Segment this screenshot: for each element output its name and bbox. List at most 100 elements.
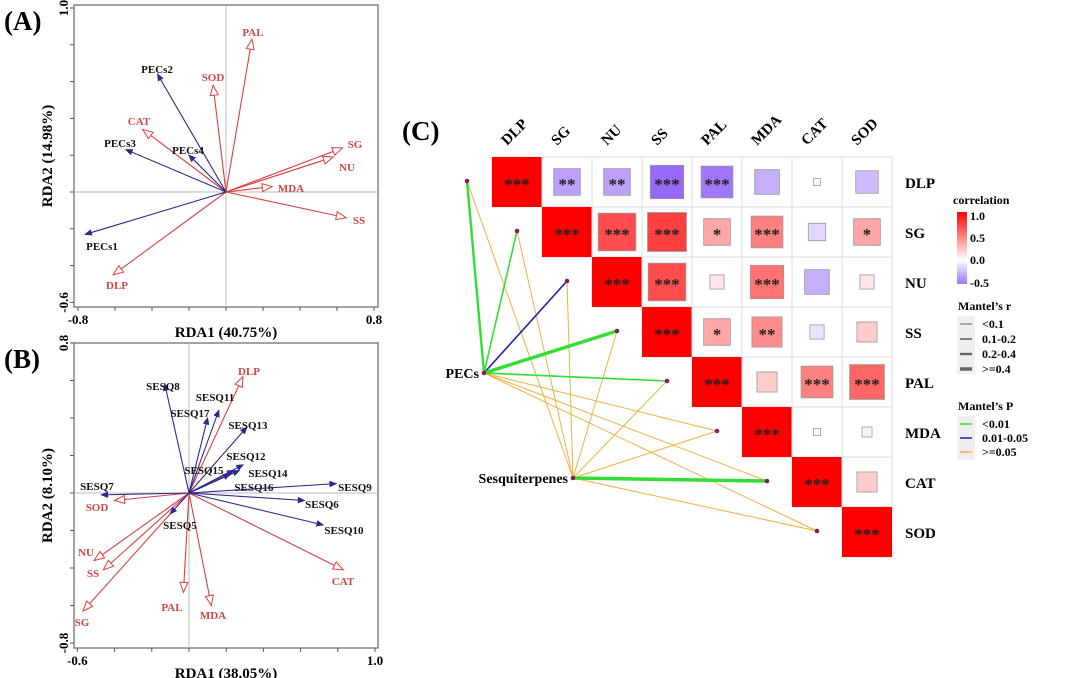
mantel-r-legend-label: <0.1 <box>982 317 1004 331</box>
explanatory-vector-label: SESQ14 <box>248 468 288 480</box>
explanatory-vector-line <box>188 410 220 494</box>
response-vector-label: SS <box>87 568 99 580</box>
response-vector-line <box>225 156 334 193</box>
mantel-endpoint-dot <box>664 378 670 384</box>
significance-stars: ** <box>559 175 576 194</box>
response-vector-label: SOD <box>86 502 109 514</box>
x-tick-label: 1.0 <box>367 653 383 668</box>
response-arrowhead <box>321 155 335 165</box>
mantel-link <box>572 430 718 479</box>
column-label: NU <box>599 122 626 149</box>
explanatory-vector-label: SESQ15 <box>184 465 224 477</box>
colorbar-tick-label: 1.0 <box>970 209 985 223</box>
explanatory-arrowhead <box>124 149 134 156</box>
mantel-p-legend-label: <0.01 <box>982 417 1010 431</box>
significance-stars: * <box>713 325 722 344</box>
mantel-link <box>483 230 518 374</box>
explanatory-vector-line <box>125 149 227 193</box>
column-label: SS <box>649 126 672 149</box>
significance-stars: *** <box>604 275 630 294</box>
explanatory-vector-label: PECs2 <box>141 64 173 76</box>
mantel-link <box>572 380 668 479</box>
correlation-square <box>542 207 592 257</box>
colorbar-tick-label: 0.0 <box>970 253 985 267</box>
significance-stars: *** <box>654 175 680 194</box>
significance-stars: ** <box>609 175 626 194</box>
panel-a-rda-plot: (A) -0.8 0.8 -0.6 1.0 RDA1 (40.75%) RDA2 (14.9… <box>4 0 383 341</box>
correlation-square <box>703 318 731 346</box>
mantel-link <box>483 372 668 382</box>
panel-label: (A) <box>4 6 41 36</box>
mantel-endpoint-dot <box>764 478 770 484</box>
explanatory-vector-label: SESQ6 <box>305 499 339 511</box>
explanatory-vector-label: PECs3 <box>104 138 136 150</box>
y-tick-label: 1.0 <box>56 0 71 16</box>
correlation-square <box>749 264 785 300</box>
mantel-endpoint-dot <box>464 178 470 184</box>
explanatory-arrowhead <box>231 469 241 477</box>
response-vector-label: CAT <box>128 116 151 128</box>
row-label: SOD <box>905 526 936 542</box>
significance-stars: * <box>713 225 722 244</box>
response-arrowhead <box>113 494 126 505</box>
significance-stars: *** <box>854 525 880 544</box>
correlation-square <box>553 168 581 196</box>
response-arrowhead <box>141 128 154 140</box>
mantel-link <box>483 372 818 532</box>
significance-stars: *** <box>604 225 630 244</box>
correlation-square <box>742 407 792 457</box>
response-arrowhead <box>82 600 94 613</box>
correlation-square <box>751 316 783 348</box>
mantel-endpoint-dot <box>814 528 820 534</box>
colorbar-tick-label: 0.5 <box>970 231 985 245</box>
explanatory-arrowhead <box>188 154 196 163</box>
column-label: PAL <box>699 117 731 149</box>
significance-stars: *** <box>654 325 680 344</box>
explanatory-arrowhead <box>222 473 232 480</box>
mantel-r-legend-label: 0.2-0.4 <box>982 347 1016 361</box>
panel-label: (C) <box>402 116 439 146</box>
explanatory-vector-line <box>85 191 227 235</box>
correlation-square <box>813 428 821 436</box>
explanatory-vector-line <box>101 492 190 496</box>
explanatory-arrowhead <box>202 416 210 426</box>
mantel-r-legend-label: 0.1-0.2 <box>982 332 1016 346</box>
explanatory-arrowhead <box>297 496 306 504</box>
response-vector-line <box>142 129 227 193</box>
response-vector-label: SS <box>353 215 365 227</box>
explanatory-vector-line <box>188 492 324 526</box>
significance-stars: *** <box>754 225 780 244</box>
response-arrowhead <box>334 210 348 221</box>
significance-stars: *** <box>804 375 830 394</box>
correlation-square <box>709 274 725 290</box>
x-tick-label: 0.8 <box>366 312 383 327</box>
mantel-endpoint-dot <box>714 428 720 434</box>
explanatory-vector-label: PECs1 <box>86 241 118 253</box>
response-vector-line <box>212 85 227 193</box>
row-label: PAL <box>905 376 934 392</box>
response-vector-line <box>103 492 190 571</box>
x-tick-label: -0.6 <box>67 653 88 668</box>
correlation-square <box>807 222 827 242</box>
row-label: DLP <box>905 176 935 192</box>
explanatory-vector-line <box>157 73 227 193</box>
mantel-node-dot <box>570 475 576 481</box>
x-axis-label: RDA1 (40.75%) <box>175 325 278 341</box>
explanatory-arrowhead <box>226 469 235 477</box>
significance-stars: * <box>863 225 872 244</box>
correlation-square <box>800 365 834 399</box>
correlation-square <box>842 507 892 557</box>
response-arrowhead <box>179 581 189 594</box>
correlation-square <box>813 178 821 186</box>
response-vector-label: MDA <box>278 183 304 195</box>
explanatory-vector-label: SESQ17 <box>170 408 210 420</box>
response-vector-label: SOD <box>202 72 225 84</box>
correlation-square <box>859 274 875 290</box>
explanatory-arrowhead <box>163 382 170 392</box>
response-vector-line <box>225 191 347 219</box>
explanatory-vector-line <box>188 483 336 494</box>
mantel-p-legend-title: Mantel’s P <box>958 399 1013 413</box>
correlation-legend-title: correlation <box>953 193 1010 207</box>
row-label: CAT <box>905 476 936 492</box>
